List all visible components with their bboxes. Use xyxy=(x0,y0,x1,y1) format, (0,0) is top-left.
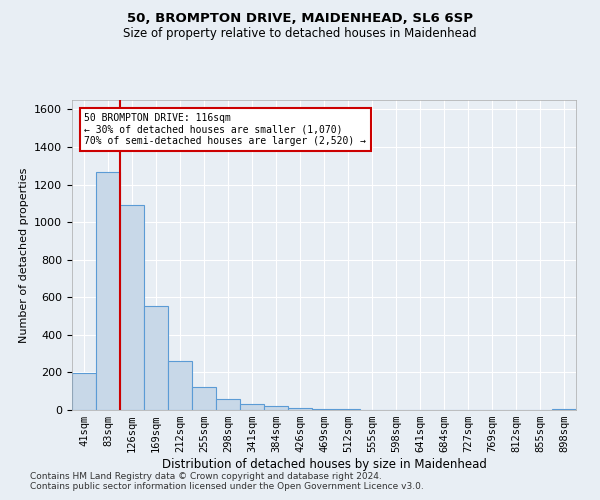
Bar xyxy=(240,404,264,410)
Bar xyxy=(96,172,120,410)
Bar xyxy=(288,408,312,410)
X-axis label: Distribution of detached houses by size in Maidenhead: Distribution of detached houses by size … xyxy=(161,458,487,471)
Bar xyxy=(120,205,144,410)
Bar xyxy=(312,409,336,410)
Bar xyxy=(192,388,216,410)
Y-axis label: Number of detached properties: Number of detached properties xyxy=(19,168,29,342)
Bar xyxy=(144,306,168,410)
Bar xyxy=(552,409,576,410)
Text: Contains HM Land Registry data © Crown copyright and database right 2024.: Contains HM Land Registry data © Crown c… xyxy=(30,472,382,481)
Bar xyxy=(264,406,288,410)
Text: Size of property relative to detached houses in Maidenhead: Size of property relative to detached ho… xyxy=(123,28,477,40)
Bar xyxy=(72,374,96,410)
Bar xyxy=(216,398,240,410)
Text: 50 BROMPTON DRIVE: 116sqm
← 30% of detached houses are smaller (1,070)
70% of se: 50 BROMPTON DRIVE: 116sqm ← 30% of detac… xyxy=(85,113,367,146)
Bar xyxy=(168,361,192,410)
Text: Contains public sector information licensed under the Open Government Licence v3: Contains public sector information licen… xyxy=(30,482,424,491)
Text: 50, BROMPTON DRIVE, MAIDENHEAD, SL6 6SP: 50, BROMPTON DRIVE, MAIDENHEAD, SL6 6SP xyxy=(127,12,473,26)
